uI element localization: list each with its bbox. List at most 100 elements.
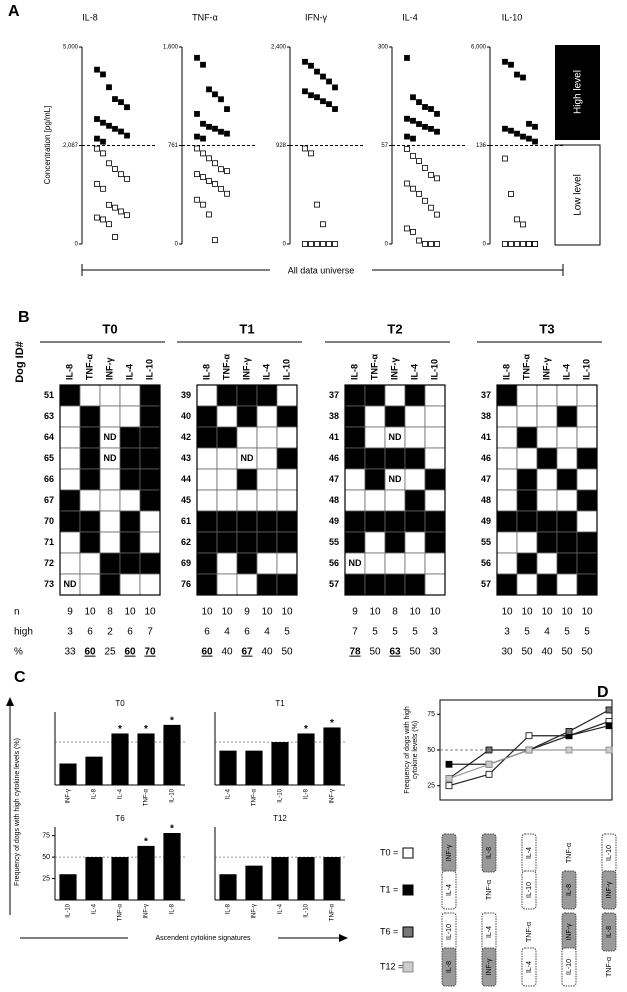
data-point [206,86,212,93]
chart-title: IL-10 [502,12,523,22]
data-point [416,158,422,164]
x-tick-label: IL-8 [304,788,310,799]
cell [384,573,406,596]
cell [516,531,538,554]
cell [216,384,238,407]
data-point [485,746,493,754]
dog-id: 66 [44,474,54,484]
data-point [194,171,200,178]
data-point [532,123,538,130]
y-tick-label: 1,600 [163,45,179,51]
cell [79,426,101,449]
cell [404,384,426,407]
data-point [124,212,130,219]
cell [496,573,518,596]
data-point [224,106,230,113]
signature-label: IL-8 [566,884,573,896]
cell [364,531,386,554]
cell [59,489,81,512]
dog-id: 62 [181,537,191,547]
data-point [112,234,118,240]
cell [424,510,446,533]
bar [137,733,155,785]
cell [139,552,161,575]
summary-value: 10 [581,607,593,618]
signature-box [441,870,457,910]
data-point [200,135,206,142]
summary-value: 7 [352,627,358,638]
signature-label: INF-γ [486,958,493,976]
signature-label: IL-4 [446,884,453,896]
cell [424,384,446,407]
x-tick-label: TNF-α [118,903,124,921]
y-tick-label: 0 [283,242,287,248]
series-line [448,720,610,787]
panel-label: D [597,684,609,701]
data-point [508,191,514,197]
data-point [124,132,130,139]
data-point [332,241,338,247]
cell [424,447,446,470]
cell [496,384,518,407]
data-point [514,71,520,78]
data-point [194,133,200,140]
signature-label: IL-4 [526,847,533,859]
bar [297,857,315,900]
summary-value: 6 [127,627,133,638]
cell [344,489,366,512]
y-tick-label: 0 [483,242,487,248]
bar [297,733,315,785]
column-header: IL-4 [261,364,271,380]
data-point [320,98,326,105]
cell [256,468,278,491]
data-point [422,123,428,130]
data-point [308,62,314,69]
cell [236,489,258,512]
data-point [200,201,206,208]
column-header: IL-8 [349,364,359,380]
cell [119,552,141,575]
cell [384,531,406,554]
cell [536,426,558,449]
cell [404,468,426,491]
bar [111,733,129,785]
summary-value: 6 [244,627,250,638]
summary-value: 3 [432,627,438,638]
cell [404,510,426,533]
data-point [314,68,320,75]
data-point [206,123,212,130]
table-frame [59,384,161,596]
cell [424,552,446,575]
data-point [404,146,410,152]
bar [323,727,341,785]
significance: * [118,724,122,735]
cell [344,531,366,554]
data-point [124,175,130,182]
legend-swatch [402,847,414,859]
cell [536,405,558,428]
summary-value: 8 [392,607,398,618]
id-label: Dog ID# [14,341,26,383]
data-point [485,770,493,778]
data-point [434,211,440,218]
bar [271,742,289,785]
series-line [448,709,610,780]
data-point [218,128,224,135]
cell [119,426,141,449]
signature-label: IL-4 [526,961,533,973]
data-point [434,128,440,135]
data-point [404,55,410,61]
cell [99,384,121,407]
summary-value: 60 [84,647,96,658]
data-point [445,775,453,782]
cell [59,447,81,470]
cell [256,405,278,428]
x-tick-label: IL-4 [118,788,124,799]
cell [364,489,386,512]
cell [556,384,578,407]
dog-id: 42 [181,432,191,442]
cell [516,384,538,407]
cell [496,552,518,575]
y-axis-label: Concentration [pg/mL] [43,106,52,185]
data-point [410,135,416,142]
